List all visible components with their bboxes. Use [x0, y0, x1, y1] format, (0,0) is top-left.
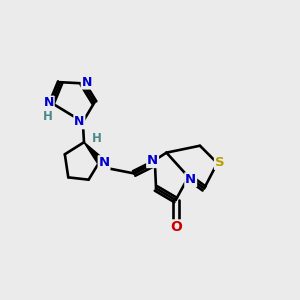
Text: H: H — [43, 110, 52, 123]
Text: N: N — [44, 97, 54, 110]
Text: H: H — [92, 132, 101, 145]
Text: N: N — [82, 76, 92, 89]
Polygon shape — [84, 142, 103, 163]
Text: N: N — [74, 116, 85, 128]
Text: N: N — [98, 156, 110, 169]
Text: S: S — [215, 156, 224, 169]
Text: N: N — [147, 154, 158, 167]
Text: O: O — [170, 220, 182, 234]
Text: N: N — [185, 173, 196, 186]
